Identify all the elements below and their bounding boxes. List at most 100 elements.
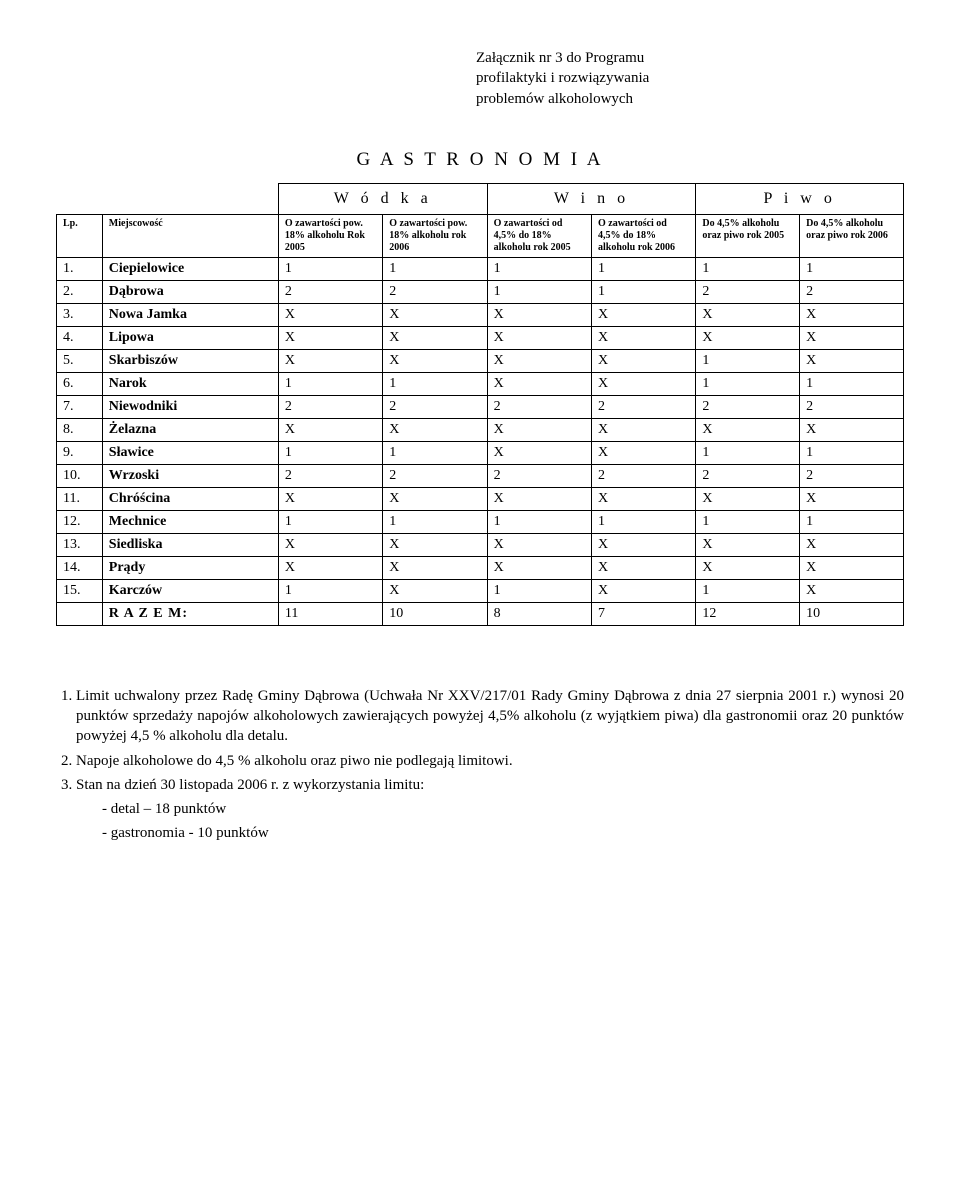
cell-name: Karczów — [102, 579, 278, 602]
cell-value: X — [487, 556, 591, 579]
cell-value: X — [487, 441, 591, 464]
col-c1: O zawartości pow. 18% alkoholu Rok 2005 — [278, 214, 382, 257]
cell-value: X — [487, 326, 591, 349]
cell-lp: 14. — [57, 556, 103, 579]
col-c4: O zawartości od 4,5% do 18% alkoholu rok… — [591, 214, 695, 257]
table-row: 13.SiedliskaXXXXXX — [57, 533, 904, 556]
cell-name: Lipowa — [102, 326, 278, 349]
cell-value: 1 — [591, 510, 695, 533]
cell-name: Narok — [102, 372, 278, 395]
col-c3: O zawartości od 4,5% do 18% alkoholu rok… — [487, 214, 591, 257]
cell-value: 2 — [383, 464, 487, 487]
cell-value: 1 — [383, 257, 487, 280]
cell-value: X — [383, 556, 487, 579]
total-label: R A Z E M: — [102, 602, 278, 625]
cell-value: 1 — [696, 349, 800, 372]
cell-value: X — [278, 418, 382, 441]
footer-item-text: Stan na dzień 30 listopada 2006 r. z wyk… — [76, 777, 424, 793]
cell-lp: 5. — [57, 349, 103, 372]
cell-value: X — [800, 326, 904, 349]
table-row: 12.Mechnice111111 — [57, 510, 904, 533]
cell-name: Wrzoski — [102, 464, 278, 487]
col-name: Miejscowość — [102, 214, 278, 257]
cell-value: 2 — [487, 395, 591, 418]
cell-value: 2 — [278, 395, 382, 418]
table-row: 10.Wrzoski222222 — [57, 464, 904, 487]
cell-value: X — [487, 487, 591, 510]
cell-value: X — [278, 487, 382, 510]
cell-value: X — [487, 349, 591, 372]
total-cell: 10 — [383, 602, 487, 625]
cell-value: 1 — [800, 372, 904, 395]
cell-value: X — [487, 372, 591, 395]
cell-name: Ciepielowice — [102, 257, 278, 280]
footer-subitem: detal – 18 punktów — [102, 799, 904, 819]
cell-value: X — [696, 326, 800, 349]
cell-value: X — [278, 349, 382, 372]
group-header-row: W ó d k a W i n o P i w o — [57, 183, 904, 214]
cell-value: X — [591, 533, 695, 556]
cell-value: 2 — [487, 464, 591, 487]
cell-value: X — [591, 579, 695, 602]
header-line: profilaktyki i rozwiązywania — [476, 68, 904, 88]
table-row: 2.Dąbrowa221122 — [57, 280, 904, 303]
cell-value: X — [383, 579, 487, 602]
cell-value: 1 — [696, 257, 800, 280]
cell-lp: 12. — [57, 510, 103, 533]
cell-value: X — [591, 349, 695, 372]
footer-notes: Limit uchwalony przez Radę Gminy Dąbrowa… — [56, 686, 904, 844]
cell-value: 1 — [278, 372, 382, 395]
header-line: Załącznik nr 3 do Programu — [476, 48, 904, 68]
cell-value: 1 — [591, 280, 695, 303]
cell-value: 2 — [591, 464, 695, 487]
cell-value: 1 — [800, 441, 904, 464]
cell-lp: 8. — [57, 418, 103, 441]
cell-value: 1 — [383, 510, 487, 533]
cell-name: Nowa Jamka — [102, 303, 278, 326]
total-cell: 8 — [487, 602, 591, 625]
cell-value: 1 — [591, 257, 695, 280]
data-table: W ó d k a W i n o P i w o Lp. Miejscowoś… — [56, 183, 904, 626]
cell-value: 1 — [278, 257, 382, 280]
cell-value: X — [800, 349, 904, 372]
total-cell: 10 — [800, 602, 904, 625]
table-row: 5.SkarbiszówXXXX1X — [57, 349, 904, 372]
total-cell: 11 — [278, 602, 382, 625]
cell-value: X — [383, 326, 487, 349]
column-header-row: Lp. Miejscowość O zawartości pow. 18% al… — [57, 214, 904, 257]
cell-value: 2 — [696, 280, 800, 303]
cell-value: X — [591, 303, 695, 326]
cell-name: Chróścina — [102, 487, 278, 510]
cell-value: X — [591, 372, 695, 395]
attachment-header: Załącznik nr 3 do Programu profilaktyki … — [476, 48, 904, 109]
cell-lp: 6. — [57, 372, 103, 395]
cell-value: 1 — [696, 441, 800, 464]
cell-value: X — [383, 418, 487, 441]
cell-value: 2 — [696, 395, 800, 418]
cell-value: X — [383, 533, 487, 556]
cell-value: 2 — [800, 395, 904, 418]
cell-value: X — [278, 556, 382, 579]
cell-value: 1 — [487, 257, 591, 280]
table-row: 1.Ciepielowice111111 — [57, 257, 904, 280]
table-row: 6.Narok11XX11 — [57, 372, 904, 395]
cell-lp: 11. — [57, 487, 103, 510]
cell-name: Mechnice — [102, 510, 278, 533]
cell-value: X — [278, 533, 382, 556]
cell-value: X — [383, 487, 487, 510]
footer-item: Stan na dzień 30 listopada 2006 r. z wyk… — [76, 775, 904, 844]
cell-name: Dąbrowa — [102, 280, 278, 303]
cell-value: X — [696, 418, 800, 441]
cell-lp: 3. — [57, 303, 103, 326]
cell-value: 2 — [800, 280, 904, 303]
cell-value: 1 — [696, 579, 800, 602]
col-c5: Do 4,5% alkoholu oraz piwo rok 2005 — [696, 214, 800, 257]
cell-lp: 7. — [57, 395, 103, 418]
cell-value: 2 — [278, 280, 382, 303]
cell-value: X — [487, 418, 591, 441]
cell-value: X — [591, 487, 695, 510]
cell-value: 2 — [800, 464, 904, 487]
cell-lp: 4. — [57, 326, 103, 349]
cell-lp: 10. — [57, 464, 103, 487]
cell-value: 1 — [278, 510, 382, 533]
